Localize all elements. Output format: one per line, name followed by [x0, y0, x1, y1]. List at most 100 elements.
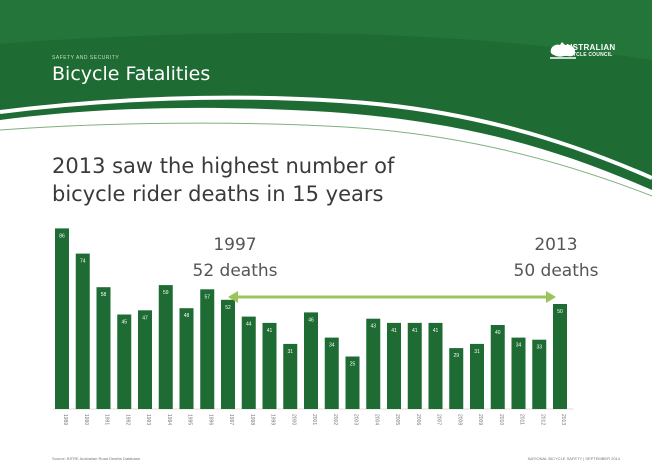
bar-2003: [345, 356, 360, 409]
span-arrow-left-head: [228, 291, 238, 303]
tick-label-1989: 1989: [62, 414, 68, 425]
bar-1994: [158, 285, 173, 409]
value-label-2010: 40: [495, 330, 501, 336]
value-label-1992: 45: [121, 320, 127, 326]
value-label-2011: 34: [516, 343, 522, 349]
value-label-2007: 41: [433, 328, 439, 334]
value-label-2009: 31: [474, 349, 480, 355]
logo-text-line2: BICYCLE COUNCIL: [563, 52, 613, 58]
bar-2011: [511, 337, 526, 409]
bar-1992: [117, 314, 132, 409]
tick-label-2005: 2005: [394, 414, 400, 425]
tick-label-1994: 1994: [166, 414, 172, 425]
tick-label-1990: 1990: [83, 414, 89, 425]
bar-2006: [407, 322, 422, 409]
headline-line2: bicycle rider deaths in 15 years: [52, 182, 384, 206]
bar-1990: [75, 253, 90, 409]
value-label-1996: 57: [204, 294, 210, 300]
tick-label-1999: 1999: [270, 414, 276, 425]
annotation-1997-deaths: 52 deaths: [192, 261, 278, 281]
value-label-2005: 41: [391, 328, 397, 334]
value-label-2003: 25: [350, 362, 356, 368]
bar-2008: [449, 348, 464, 409]
value-label-2000: 31: [287, 349, 293, 355]
value-label-1993: 47: [142, 315, 148, 321]
bar-2007: [428, 322, 443, 409]
annotation-1997: 1997 52 deaths: [180, 232, 290, 284]
header-kicker: SAFETY AND SECURITY: [52, 55, 120, 61]
value-label-2008: 29: [453, 353, 459, 359]
bar-group: [53, 228, 574, 410]
bar-2001: [304, 312, 318, 409]
tick-label-1991: 1991: [104, 414, 110, 425]
annotation-2013: 2013 50 deaths: [498, 232, 614, 284]
bar-2004: [366, 318, 381, 409]
value-label-1998: 44: [246, 322, 252, 328]
tick-label-2008: 2008: [456, 414, 462, 425]
tick-label-2003: 2003: [353, 414, 359, 425]
council-logo: AUSTRALIAN BICYCLE COUNCIL: [548, 40, 628, 100]
slide-title: Bicycle Fatalities: [52, 63, 211, 85]
annotation-2013-deaths: 50 deaths: [513, 261, 599, 281]
tick-label-1997: 1997: [228, 414, 234, 425]
value-label-2002: 34: [329, 343, 335, 349]
value-label-2006: 41: [412, 328, 418, 334]
tick-label-1992: 1992: [124, 414, 130, 425]
value-label-1995: 48: [184, 313, 190, 319]
tick-label-2002: 2002: [332, 414, 338, 425]
value-label-group: 86 74 58 45 47 59 48 57 52 44 41 31 46 34 25 43 41 41 41 29…: [59, 233, 563, 367]
value-label-2012: 33: [536, 345, 542, 351]
tick-label-1998: 1998: [249, 414, 255, 425]
annotation-1997-year: 1997: [213, 235, 257, 255]
headline-line1: 2013 saw the highest number of: [52, 154, 395, 178]
bar-1995: [179, 308, 194, 409]
tick-label-2012: 2012: [539, 414, 545, 425]
tick-label-2009: 2009: [477, 414, 483, 425]
value-label-1997: 52: [225, 305, 231, 311]
headline: 2013 saw the highest number of bicycle r…: [52, 152, 452, 208]
bar-2012: [532, 339, 547, 409]
bar-2009: [470, 343, 484, 409]
bar-2013: [553, 304, 567, 409]
bar-1999: [262, 322, 277, 409]
tick-label-2010: 2010: [498, 414, 504, 425]
value-label-1991: 58: [101, 292, 107, 298]
footer-note: NATIONAL BICYCLE SAFETY | SEPTEMBER 2014: [527, 456, 620, 461]
value-label-2001: 46: [308, 317, 314, 323]
value-label-1999: 41: [267, 328, 273, 334]
value-label-1989: 86: [59, 233, 65, 239]
bar-1998: [241, 316, 256, 409]
bar-2002: [324, 337, 339, 409]
bar-2010: [490, 325, 505, 409]
tick-label-1993: 1993: [145, 414, 151, 425]
tick-label-2004: 2004: [373, 414, 379, 425]
value-label-2004: 43: [370, 324, 376, 330]
bar-1997: [221, 299, 235, 409]
tick-label-1995: 1995: [187, 414, 193, 425]
header-background: [0, 0, 652, 200]
tick-label-2007: 2007: [436, 414, 442, 425]
tick-label-2006: 2006: [415, 414, 421, 425]
span-arrow: [228, 291, 556, 303]
bar-1996: [200, 289, 215, 409]
tick-label-2013: 2013: [560, 414, 566, 425]
span-arrow-right-head: [546, 291, 556, 303]
tick-label-2001: 2001: [311, 414, 317, 425]
source-note: Source: BITRE Australian Road Deaths Dat…: [52, 456, 141, 461]
bar-2005: [387, 322, 401, 409]
bar-1993: [138, 310, 152, 409]
tick-label-2011: 2011: [519, 414, 525, 425]
annotation-2013-year: 2013: [534, 235, 578, 255]
bar-1989: [55, 228, 69, 409]
tick-label-2000: 2000: [290, 414, 296, 425]
bar-2000: [283, 343, 298, 409]
tick-label-1996: 1996: [207, 414, 213, 425]
value-label-1990: 74: [80, 259, 86, 265]
logo-text-line1: AUSTRALIAN: [560, 43, 616, 52]
tick-label-group: 1989 1990 1991 1992 1993 1994 1995 1996 1997 1998…: [62, 414, 566, 425]
australia-map-icon: [550, 42, 576, 59]
bar-1991: [96, 287, 111, 409]
header-banner: SAFETY AND SECURITY Bicycle Fatalities A…: [0, 0, 652, 200]
value-label-2013: 50: [557, 309, 563, 315]
